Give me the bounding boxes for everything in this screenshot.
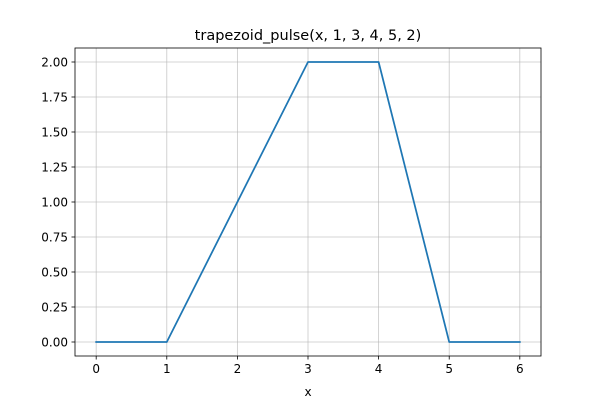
series-layer xyxy=(95,61,521,343)
y-tick-label: 0.50 xyxy=(41,265,68,279)
x-axis-title: x xyxy=(304,385,311,399)
x-tick-label: 6 xyxy=(516,362,524,376)
grid-layer xyxy=(75,48,541,356)
chart-title: trapezoid_pulse(x, 1, 3, 4, 5, 2) xyxy=(195,28,422,44)
y-tick-label: 1.75 xyxy=(41,90,68,104)
y-tick-label: 0.25 xyxy=(41,300,68,314)
y-tick-label: 1.00 xyxy=(41,195,68,209)
y-tick-label: 1.50 xyxy=(41,125,68,139)
x-tick-label: 4 xyxy=(375,362,383,376)
tick-layer: 0 1 2 3 4 5 6 0.00 0.25 0.50 0.75 1.00 1.25 1.50 1.75 2… xyxy=(41,55,523,376)
x-tick-label: 0 xyxy=(92,362,100,376)
y-tick-label: 2.00 xyxy=(41,55,68,69)
x-tick-label: 5 xyxy=(445,362,453,376)
y-tick-label: 0.00 xyxy=(41,335,68,349)
x-tick-label: 2 xyxy=(234,362,242,376)
y-tick-label: 1.25 xyxy=(41,160,68,174)
y-tick-label: 0.75 xyxy=(41,230,68,244)
series-line xyxy=(95,61,521,343)
x-tick-label: 1 xyxy=(163,362,171,376)
x-tick-label: 3 xyxy=(304,362,312,376)
